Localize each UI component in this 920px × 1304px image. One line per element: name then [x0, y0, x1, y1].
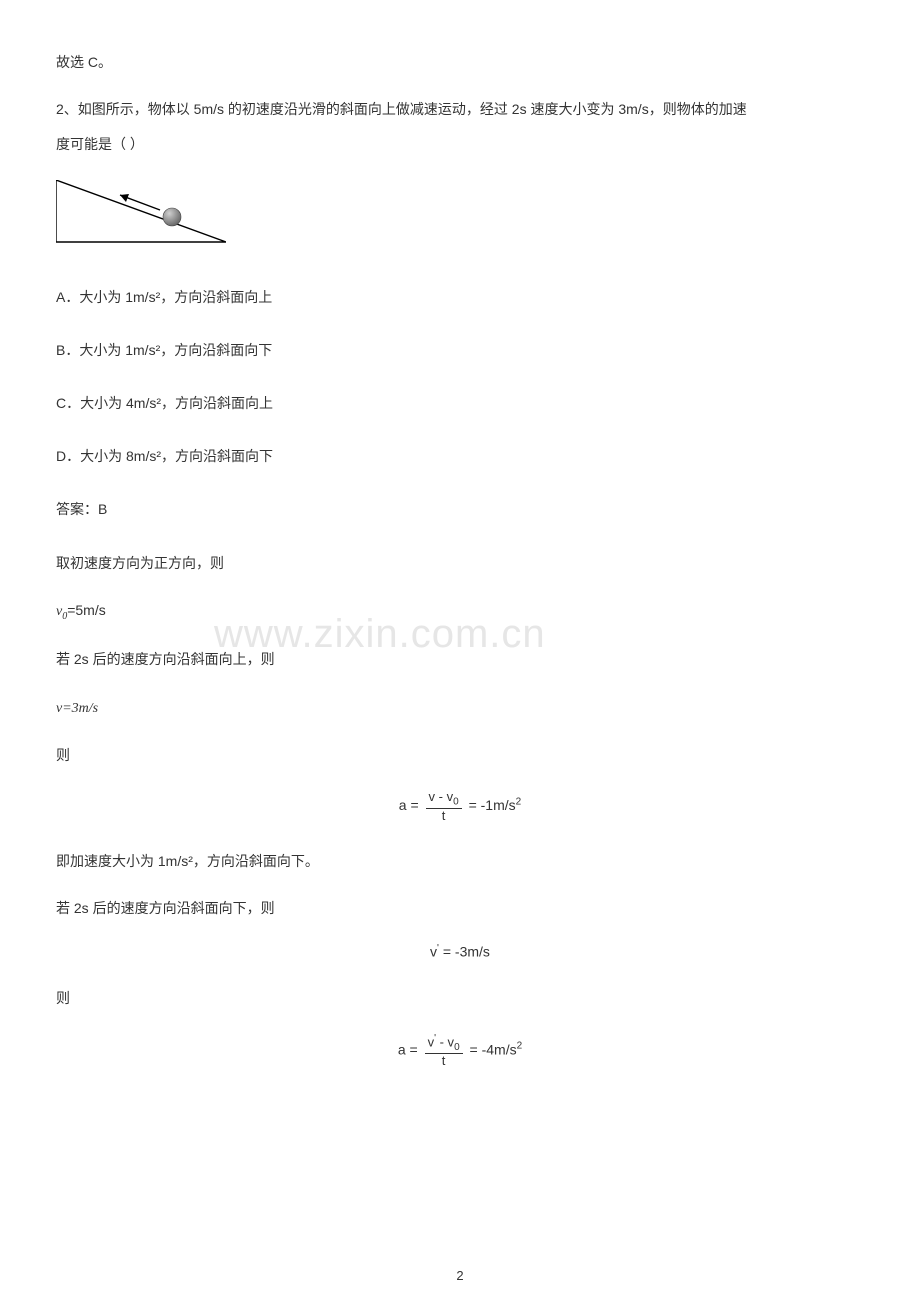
- incline-diagram: [56, 180, 864, 259]
- q2-stem-a: 2、如图所示，物体以 5m/s 的初速度沿光滑的斜面向上做减速运动，经过 2s …: [56, 97, 864, 122]
- explain-6: 即加速度大小为 1m/s²，方向沿斜面向下。: [56, 849, 864, 874]
- eq1-frac: v - v0 t: [426, 790, 462, 823]
- ball-icon: [163, 208, 181, 226]
- line-conclusion-prev: 故选 C。: [56, 50, 864, 75]
- incline-triangle: [56, 180, 226, 242]
- v-expr: v=3m/s: [56, 701, 98, 716]
- v-line: v=3m/s: [56, 695, 864, 721]
- answer-label: 答案：B: [56, 497, 864, 522]
- page-number: 2: [0, 1268, 920, 1283]
- eq1-den: t: [426, 809, 462, 823]
- eq3-num-b: - v: [436, 1034, 454, 1049]
- equation-1: a = v - v0 t = -1m/s2: [56, 790, 864, 823]
- equation-3: a = v' - v0 t = -4m/s2: [56, 1033, 864, 1068]
- eq1-lhs: a =: [399, 797, 423, 813]
- eq3-frac: v' - v0 t: [425, 1033, 463, 1068]
- eq3-sup: 2: [517, 1041, 523, 1052]
- eq1-num: v - v: [429, 789, 454, 804]
- option-c: C．大小为 4m/s²，方向沿斜面向上: [56, 391, 864, 416]
- option-a: A．大小为 1m/s²，方向沿斜面向上: [56, 285, 864, 310]
- v0-val: =5m/s: [67, 602, 106, 618]
- v0-line: v0=5m/s: [56, 598, 864, 626]
- eq1-rhs: = -1m/s: [469, 797, 516, 813]
- equation-2: v' = -3m/s: [56, 943, 864, 960]
- explain-3: 若 2s 后的速度方向沿斜面向上，则: [56, 647, 864, 672]
- eq3-lhs: a =: [398, 1041, 422, 1057]
- explain-5: 则: [56, 743, 864, 768]
- explain-1: 取初速度方向为正方向，则: [56, 551, 864, 576]
- eq3-num-sub: 0: [454, 1042, 460, 1053]
- option-b: B．大小为 1m/s²，方向沿斜面向下: [56, 338, 864, 363]
- incline-svg: [56, 180, 226, 254]
- explain-7: 若 2s 后的速度方向沿斜面向下，则: [56, 896, 864, 921]
- q2-stem-b: 度可能是（ ）: [56, 132, 864, 157]
- eq3-rhs: = -4m/s: [470, 1041, 517, 1057]
- eq2-rhs: = -3m/s: [439, 944, 490, 960]
- eq3-den: t: [425, 1054, 463, 1068]
- option-d: D．大小为 8m/s²，方向沿斜面向下: [56, 444, 864, 469]
- eq1-sup: 2: [516, 797, 522, 808]
- eq1-num-sub: 0: [453, 797, 459, 808]
- eq2-lhs: v: [430, 944, 437, 960]
- explain-8: 则: [56, 986, 864, 1011]
